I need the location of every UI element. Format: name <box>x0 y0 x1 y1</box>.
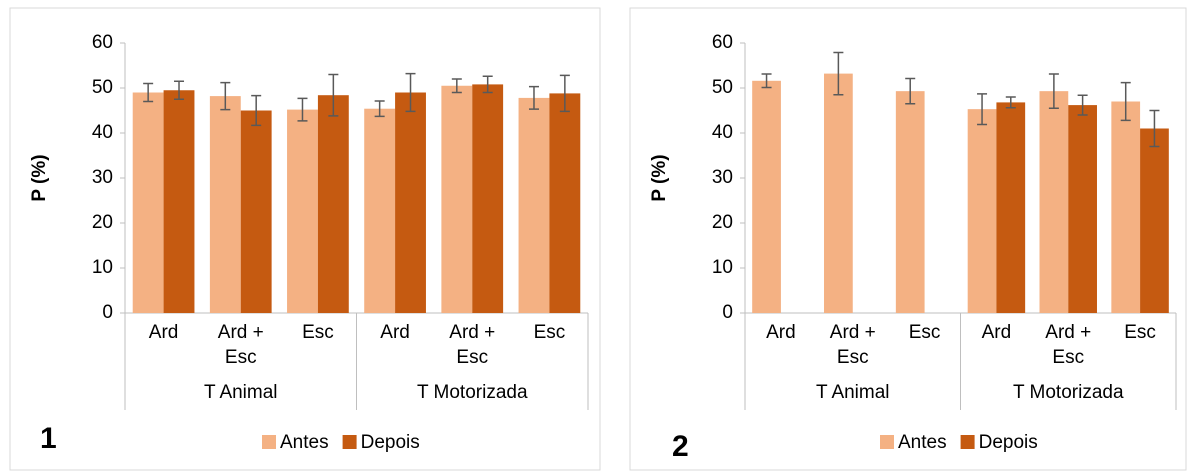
error-bar <box>1120 81 1131 122</box>
y-tick-label: 20 <box>712 212 733 233</box>
bar <box>209 96 241 313</box>
bar <box>287 109 318 313</box>
panel-label: 2 <box>672 430 689 463</box>
y-tick-label: 20 <box>92 212 113 233</box>
label-line: Esc <box>456 347 488 368</box>
error-bar <box>905 77 916 105</box>
x-tick-label: Ard + Esc <box>1045 322 1091 368</box>
error-bar <box>559 74 570 113</box>
label-line: Ard + <box>830 322 876 343</box>
error-bar <box>143 82 154 103</box>
x-tick-label: Ard <box>766 322 796 343</box>
error-bar <box>251 94 262 127</box>
error-bar <box>1149 109 1160 148</box>
error-bar <box>833 51 844 96</box>
legend-swatch <box>960 435 975 449</box>
bar <box>1140 128 1169 313</box>
x-tick-label: Esc <box>909 322 941 343</box>
legend-swatch <box>262 435 276 449</box>
x-tick-label: Esc <box>1124 322 1156 343</box>
bar <box>317 95 349 313</box>
y-tick-label: 30 <box>712 167 733 188</box>
label-line: Esc <box>837 347 869 368</box>
legend-label: Depois <box>361 432 420 453</box>
x-tick-label: Ard + Esc <box>218 322 264 368</box>
group-label: T Animal <box>816 382 890 403</box>
error-bar <box>528 85 539 110</box>
bar <box>441 85 473 313</box>
error-bar <box>1005 96 1016 109</box>
bar <box>163 90 195 313</box>
error-bar <box>405 72 416 113</box>
bar <box>1068 105 1097 313</box>
x-tick-label: Esc <box>302 322 334 343</box>
y-tick-label: 60 <box>92 32 113 53</box>
panel-border <box>9 7 601 471</box>
label-line: Ard + <box>449 322 495 343</box>
x-tick-label: Ard <box>982 322 1012 343</box>
error-bar <box>174 80 185 100</box>
group-label: T Animal <box>204 382 278 403</box>
y-tick-label: 50 <box>92 77 113 98</box>
bar <box>1039 91 1069 314</box>
label-line: Esc <box>1052 347 1084 368</box>
y-axis-label: P (%) <box>29 154 50 201</box>
x-tick-label: Ard <box>380 322 410 343</box>
error-bar <box>977 93 988 126</box>
y-tick-label: 10 <box>92 257 113 278</box>
error-bar <box>328 73 339 117</box>
bar <box>518 97 550 314</box>
bar <box>996 102 1026 314</box>
y-tick-label: 50 <box>712 77 733 98</box>
error-bar <box>482 75 493 94</box>
bar <box>549 93 581 314</box>
group-label: T Motorizada <box>1013 382 1124 403</box>
bar <box>1111 101 1141 313</box>
x-tick-label: Ard <box>149 322 179 343</box>
bar <box>472 84 504 314</box>
label-line: Esc <box>225 347 257 368</box>
bar <box>364 108 396 313</box>
error-bar <box>1048 73 1059 109</box>
bar <box>895 91 925 314</box>
bar <box>824 73 853 313</box>
label-line: Ard + <box>1045 322 1091 343</box>
bar <box>967 109 997 314</box>
bar <box>395 92 426 313</box>
y-tick-label: 0 <box>102 302 113 323</box>
label-line: Ard + <box>218 322 264 343</box>
panel-border <box>629 7 1187 471</box>
y-tick-label: 10 <box>712 257 733 278</box>
x-tick-label: Esc <box>534 322 566 343</box>
bar <box>752 80 781 313</box>
error-bar <box>451 78 462 94</box>
bar <box>240 110 272 313</box>
legend-swatch <box>880 435 894 449</box>
group-label: T Motorizada <box>417 382 528 403</box>
legend-label: Depois <box>979 432 1038 453</box>
error-bar <box>374 100 385 118</box>
legend-label: Antes <box>280 432 329 453</box>
x-tick-label: Ard + Esc <box>830 322 876 368</box>
error-bar <box>761 73 772 89</box>
error-bar <box>220 81 231 111</box>
error-bar <box>1077 94 1088 116</box>
legend-label: Antes <box>898 432 947 453</box>
y-axis-label: P (%) <box>649 154 670 201</box>
error-bar <box>297 97 308 122</box>
y-tick-label: 60 <box>712 32 733 53</box>
bar <box>132 92 164 313</box>
panel-label: 1 <box>40 422 57 455</box>
y-tick-label: 0 <box>722 302 733 323</box>
x-tick-label: Ard + Esc <box>449 322 495 368</box>
y-tick-label: 30 <box>92 167 113 188</box>
y-tick-label: 40 <box>92 122 113 143</box>
legend-swatch <box>342 435 357 449</box>
y-tick-label: 40 <box>712 122 733 143</box>
